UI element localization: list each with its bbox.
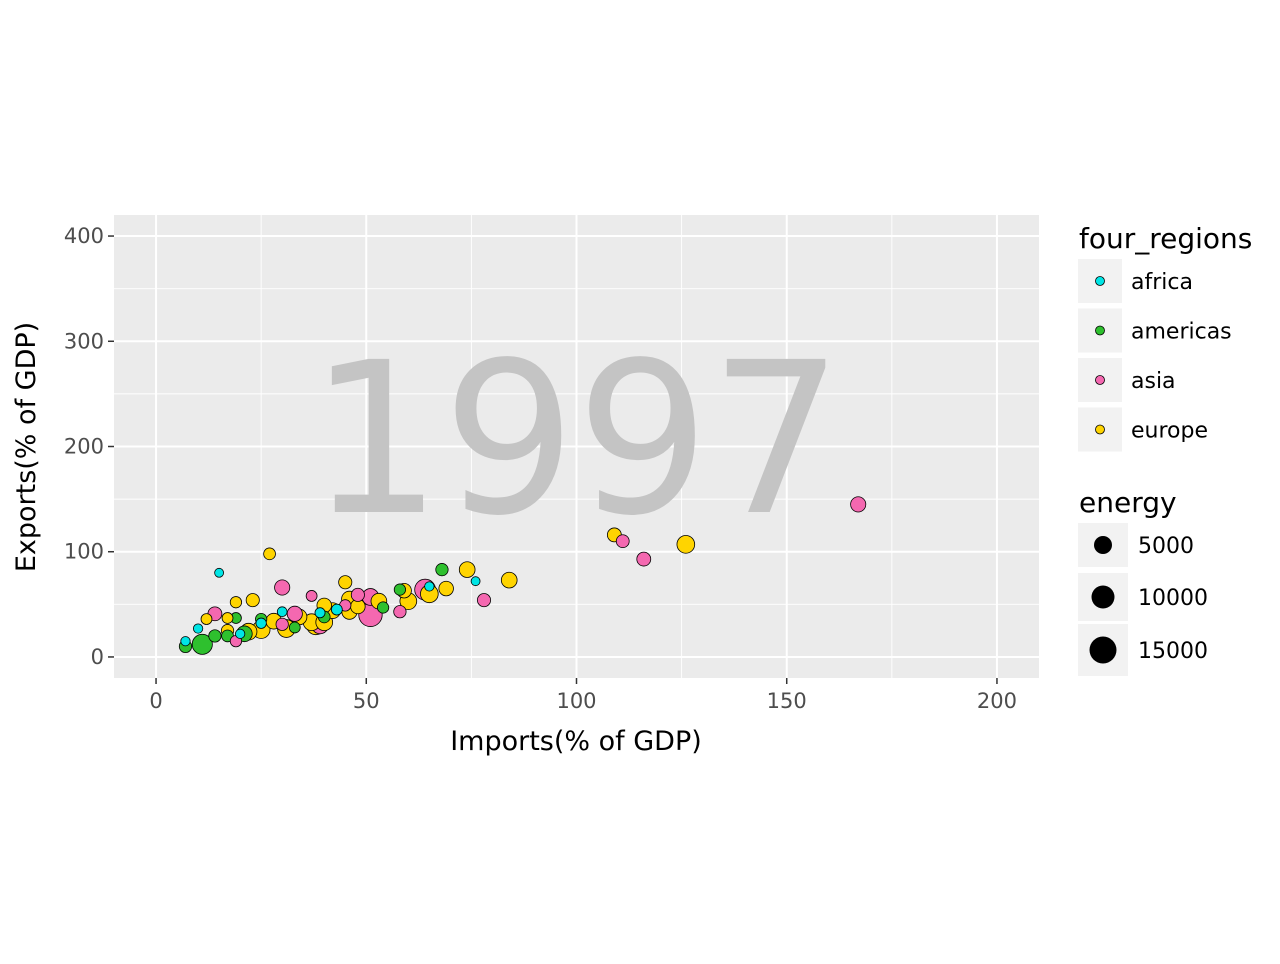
data-point-asia (636, 551, 652, 567)
legend-swatch-asia (1095, 375, 1105, 385)
data-point-africa (235, 628, 246, 639)
legend-size-keys: 5000 10000 15000 (1078, 523, 1208, 676)
data-point-europe (458, 561, 476, 578)
y-tick-label: 300 (64, 329, 104, 353)
data-point-africa (255, 617, 267, 629)
x-tick-label: 50 (353, 689, 380, 713)
legend-size-label: 10000 (1138, 586, 1208, 611)
y-axis-label: Exports(% of GDP) (11, 322, 42, 572)
y-tick-label: 400 (64, 224, 104, 248)
data-point-europe (438, 580, 454, 597)
points-layer (178, 496, 867, 655)
data-point-europe (676, 535, 696, 554)
data-point-europe (263, 547, 276, 561)
data-point-asia (305, 590, 318, 602)
legend-size-swatch (1089, 636, 1117, 664)
data-point-asia (350, 587, 365, 602)
x-axis: 0 50 100 150 200 (149, 678, 1017, 713)
y-axis: 0 100 200 300 400 (64, 224, 114, 669)
data-point-asia (850, 496, 867, 513)
data-point-americas (208, 629, 222, 643)
data-point-europe (221, 612, 234, 624)
legend-swatch-americas (1095, 325, 1105, 336)
legend-size-label: 5000 (1138, 534, 1194, 559)
data-point-africa (330, 603, 343, 616)
data-point-europe (229, 596, 243, 609)
data-point-americas (393, 583, 407, 596)
legend-size-swatch (1094, 536, 1112, 554)
x-tick-label: 200 (977, 689, 1017, 713)
data-point-africa (192, 623, 204, 634)
data-point-asia (286, 605, 303, 622)
legend-label-asia: asia (1131, 369, 1176, 394)
data-point-africa (180, 636, 191, 647)
data-point-africa (470, 576, 481, 587)
legend-label-africa: africa (1131, 270, 1193, 295)
data-point-europe (200, 613, 213, 625)
x-tick-label: 0 (149, 689, 162, 713)
data-point-asia (275, 617, 289, 631)
data-point-americas (435, 563, 449, 577)
data-point-africa (276, 606, 288, 617)
legend-size-label: 15000 (1138, 639, 1208, 664)
y-tick-label: 0 (91, 645, 104, 669)
legend-color-keys: africa americas asia europe (1078, 259, 1232, 452)
legend-swatch-africa (1095, 276, 1105, 286)
y-tick-label: 100 (64, 540, 104, 564)
legend-label-europe: europe (1131, 419, 1208, 444)
legend-size: energy 5000 10000 15000 (1078, 486, 1208, 676)
data-point-europe (338, 575, 353, 590)
data-point-africa (314, 607, 326, 619)
x-tick-label: 150 (767, 689, 807, 713)
data-point-asia (476, 593, 492, 608)
data-point-asia (615, 534, 630, 549)
data-point-africa (214, 567, 224, 578)
year-watermark: 1997 (309, 317, 843, 562)
data-point-africa (424, 581, 435, 592)
legend-size-swatch (1091, 585, 1115, 609)
data-point-americas (191, 633, 213, 655)
legend-swatch-europe (1095, 424, 1105, 435)
x-tick-label: 100 (556, 689, 596, 713)
data-point-americas (288, 621, 301, 634)
data-point-asia (274, 579, 291, 596)
data-point-europe (245, 593, 260, 608)
data-point-europe (500, 571, 518, 589)
data-point-americas (376, 601, 390, 614)
y-tick-label: 200 (64, 435, 104, 459)
legend-color: four_regions africa americas asia europe (1078, 222, 1252, 452)
legend-label-americas: americas (1131, 320, 1232, 345)
data-point-asia (393, 605, 407, 619)
legend-size-title: energy (1079, 486, 1177, 519)
legend-color-title: four_regions (1079, 222, 1252, 255)
x-axis-label: Imports(% of GDP) (450, 726, 702, 757)
